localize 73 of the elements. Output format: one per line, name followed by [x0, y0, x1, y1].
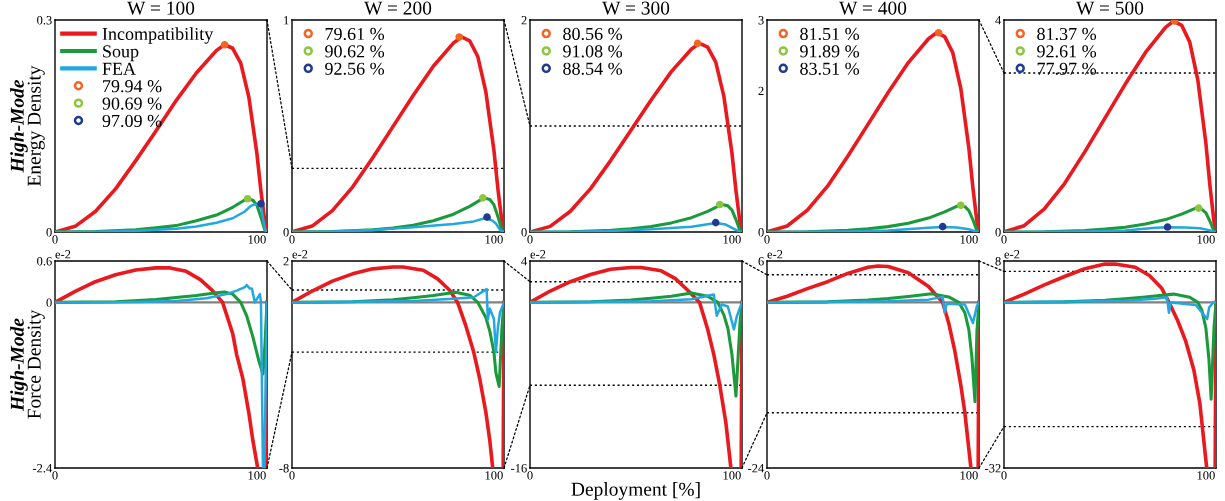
- x-tick-label: 0: [527, 471, 533, 480]
- y-tick-label: 2: [521, 16, 527, 25]
- legend-label: 92.61 %: [1037, 45, 1097, 58]
- x-tick-label: 0: [289, 235, 295, 244]
- y-tick-label: 0: [521, 228, 527, 237]
- legend-label: 79.94 %: [103, 80, 162, 93]
- legend-label: 81.37 %: [1037, 27, 1097, 41]
- y-tick-label: 0: [758, 228, 764, 237]
- y-tick-label: -16: [511, 464, 527, 473]
- y-axis-title: High-Mode Energy Density: [10, 65, 45, 187]
- x-tick-label: 100: [723, 471, 741, 480]
- legend-label: FEA: [102, 62, 136, 75]
- chart-title: W = 200: [364, 1, 432, 15]
- legend-label: 91.08 %: [563, 45, 623, 58]
- y-axis-title: High-Mode Force Density: [10, 309, 45, 419]
- x-tick-label: 0: [52, 235, 58, 244]
- text: e-2: [1004, 250, 1020, 259]
- legend-label: 92.56 %: [325, 62, 385, 75]
- y-tick-label: 8: [995, 257, 1001, 266]
- y-tick-label: 4: [995, 16, 1002, 25]
- y-tick-label: 3: [758, 16, 764, 25]
- y-tick-label: 0: [46, 298, 52, 307]
- x-tick-label: 0: [289, 471, 295, 480]
- text: e-2: [767, 250, 783, 259]
- y-tick-label: 2: [283, 257, 289, 266]
- legend-label: 88.54 %: [563, 62, 623, 75]
- legend-label: Soup: [103, 45, 139, 62]
- y-tick-label: -2.4: [32, 464, 53, 473]
- x-tick-label: 0: [1001, 235, 1007, 244]
- y-tick-label: -32: [985, 464, 1001, 473]
- x-tick-label: 0: [527, 235, 533, 244]
- chart-title: W = 100: [127, 1, 195, 15]
- y-tick-label: 4: [521, 257, 528, 266]
- y-tick-label: 2: [758, 86, 764, 95]
- x-axis-title: Deployment [%]: [571, 482, 700, 500]
- text: e-2: [55, 250, 71, 259]
- x-tick-label: 100: [1197, 235, 1215, 244]
- chart-title: W = 500: [1076, 1, 1144, 15]
- legend-label: 83.51 %: [800, 62, 860, 75]
- y-tick-label: 0.6: [37, 257, 52, 266]
- y-tick-label: 0: [46, 228, 52, 237]
- legend-label: 91.89 %: [800, 45, 860, 58]
- x-tick-label: 0: [764, 471, 770, 480]
- x-tick-label: 100: [960, 235, 978, 244]
- y-tick-label: 0: [283, 228, 289, 237]
- legend-label: 80.56 %: [563, 27, 623, 41]
- text: e-2: [530, 250, 546, 259]
- y-tick-label: 1: [284, 16, 289, 25]
- x-tick-label: 100: [485, 235, 503, 244]
- y-tick-label: 0: [995, 228, 1001, 237]
- x-tick-label: 0: [764, 235, 770, 244]
- x-tick-label: 100: [248, 471, 266, 480]
- y-tick-label: -24: [748, 464, 765, 473]
- x-tick-label: 100: [248, 235, 266, 244]
- legend-label: 90.62 %: [325, 45, 385, 58]
- legend-label: Incompatibility: [102, 27, 214, 44]
- legend-label: 77.97 %: [1037, 62, 1097, 75]
- legend-label: 79.61 %: [325, 27, 385, 41]
- y-tick-label: 0.3: [37, 16, 52, 25]
- legend-label: 90.69 %: [102, 97, 162, 110]
- legend-label: 97.09 %: [102, 114, 162, 128]
- x-tick-label: 100: [485, 471, 503, 480]
- chart-title: W = 400: [839, 1, 907, 15]
- x-tick-label: 100: [1197, 471, 1215, 480]
- chart-title: W = 300: [602, 1, 670, 15]
- x-tick-label: 100: [960, 471, 978, 480]
- x-tick-label: 100: [723, 235, 741, 244]
- text: e-2: [292, 250, 308, 259]
- y-tick-label: 6: [758, 257, 764, 266]
- x-tick-label: 0: [1001, 471, 1007, 480]
- y-tick-label: -8: [279, 464, 289, 473]
- legend-label: 81.51 %: [800, 27, 860, 41]
- x-tick-label: 0: [52, 471, 58, 480]
